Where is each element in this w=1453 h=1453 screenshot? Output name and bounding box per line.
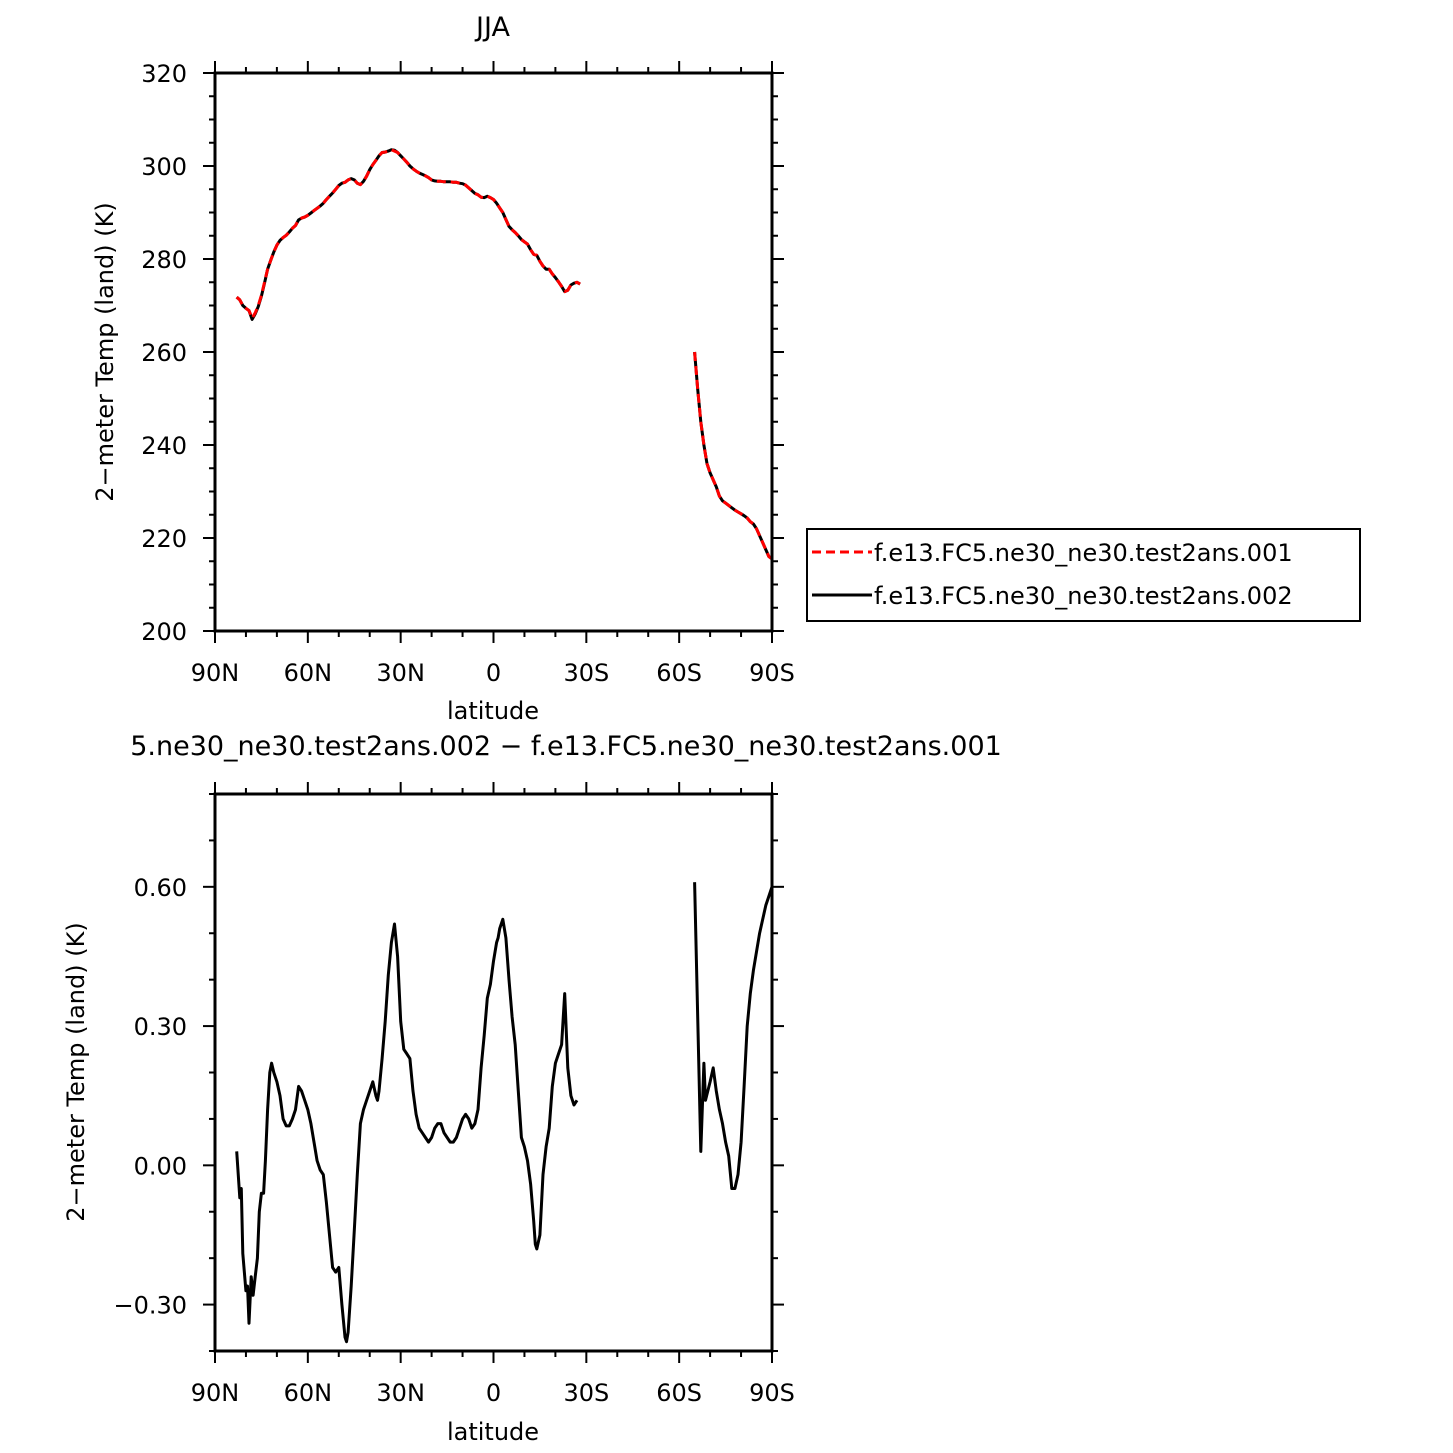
bottom-series-line-0 bbox=[693, 882, 774, 1190]
top-plot-frame bbox=[213, 71, 774, 633]
top-series-line-0 bbox=[693, 351, 773, 561]
top-x-tick-label: 90N bbox=[191, 659, 240, 687]
legend-box bbox=[806, 528, 1361, 622]
top-y-tick-label: 220 bbox=[141, 525, 187, 553]
top-y-tick-label: 240 bbox=[141, 432, 187, 460]
top-x-tick-label: 0 bbox=[486, 659, 501, 687]
bottom-x-tick-label: 90N bbox=[191, 1379, 240, 1407]
top-y-axis-label: 2−meter Temp (land) (K) bbox=[91, 202, 119, 501]
bottom-series-lines bbox=[235, 882, 774, 1344]
top-series-lines bbox=[235, 148, 773, 561]
top-y-tick-label: 280 bbox=[141, 246, 187, 274]
bottom-x-tick-label: 30N bbox=[376, 1379, 425, 1407]
top-x-axis-label: latitude bbox=[447, 697, 539, 725]
top-y-tick-label: 260 bbox=[141, 339, 187, 367]
top-tick-labels: 90N 60N 30N 0 30S 60S 90S 200 220 240 260 280 300 320 bbox=[141, 60, 795, 687]
bottom-y-tick-label: 0.00 bbox=[134, 1152, 187, 1180]
top-x-tick-label: 60N bbox=[284, 659, 333, 687]
bottom-x-axis-label: latitude bbox=[447, 1418, 539, 1446]
top-chart-title: JJA bbox=[474, 12, 510, 43]
top-ticks bbox=[203, 61, 784, 643]
bottom-series-line-0 bbox=[235, 917, 579, 1344]
bottom-chart-title: 5.ne30_ne30.test2ans.002 − f.e13.FC5.ne3… bbox=[130, 731, 1002, 762]
top-y-tick-label: 200 bbox=[141, 618, 187, 646]
bottom-x-tick-label: 0 bbox=[486, 1379, 501, 1407]
top-x-tick-label: 90S bbox=[749, 659, 795, 687]
bottom-y-tick-label: −0.30 bbox=[113, 1292, 187, 1320]
top-y-tick-label: 320 bbox=[141, 60, 187, 88]
bottom-panel: 5.ne30_ne30.test2ans.002 − f.e13.FC5.ne3… bbox=[62, 731, 1002, 1446]
bottom-x-tick-label: 90S bbox=[749, 1379, 795, 1407]
legend-entry-002: f.e13.FC5.ne30_ne30.test2ans.002 bbox=[874, 582, 1293, 610]
top-panel: JJA latitude 2−meter Temp (land) (K) 90N… bbox=[91, 12, 795, 725]
top-y-tick-label: 300 bbox=[141, 153, 187, 181]
top-series-line-0 bbox=[235, 148, 581, 320]
legend: f.e13.FC5.ne30_ne30.test2ans.001 f.e13.F… bbox=[806, 528, 1361, 622]
bottom-y-axis-label: 2−meter Temp (land) (K) bbox=[62, 922, 90, 1221]
bottom-x-tick-label: 60N bbox=[284, 1379, 333, 1407]
bottom-x-tick-label: 60S bbox=[656, 1379, 702, 1407]
bottom-ticks bbox=[203, 782, 784, 1363]
bottom-tick-labels: 90N 60N 30N 0 30S 60S 90S −0.30 0.00 0.30 0.60 bbox=[113, 874, 794, 1407]
top-x-tick-label: 30N bbox=[376, 659, 425, 687]
top-x-tick-label: 60S bbox=[656, 659, 702, 687]
legend-entry-001: f.e13.FC5.ne30_ne30.test2ans.001 bbox=[874, 539, 1293, 567]
bottom-plot-frame bbox=[213, 792, 774, 1353]
bottom-x-tick-label: 30S bbox=[563, 1379, 609, 1407]
bottom-y-tick-label: 0.30 bbox=[134, 1013, 187, 1041]
bottom-y-tick-label: 0.60 bbox=[134, 874, 187, 902]
top-x-tick-label: 30S bbox=[563, 659, 609, 687]
